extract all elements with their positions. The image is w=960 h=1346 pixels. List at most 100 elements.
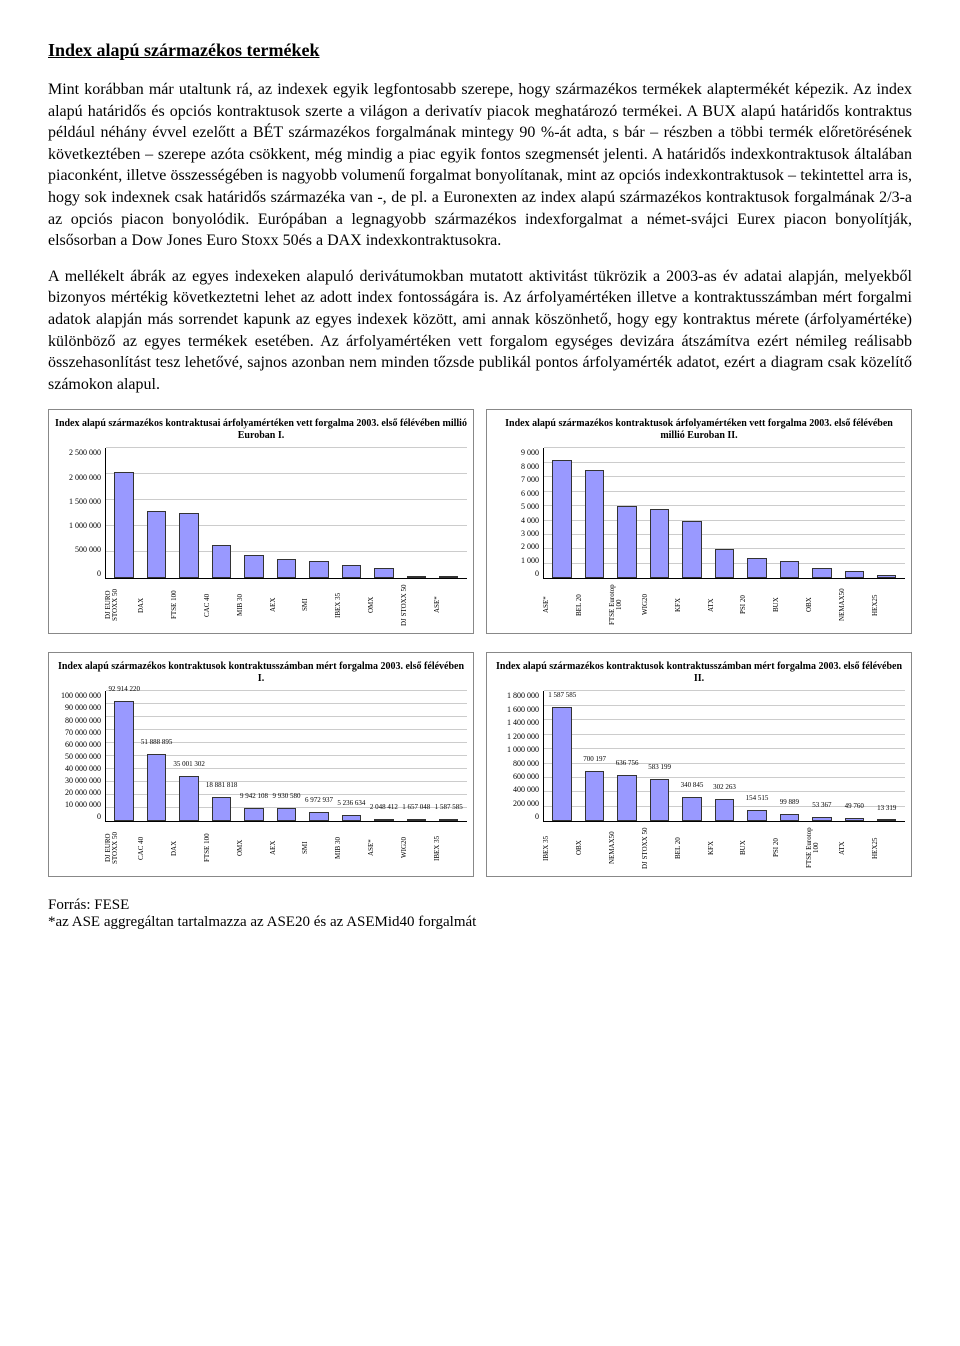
bar-column: 18 881 818 <box>205 691 237 821</box>
bar <box>552 707 571 822</box>
bar <box>617 506 636 578</box>
bar-value-label: 35 001 302 <box>173 760 205 768</box>
y-tick-label: 500 000 <box>55 545 101 554</box>
bar <box>309 561 328 578</box>
bar <box>780 561 799 578</box>
bar <box>147 511 166 579</box>
bar-value-label: 1 587 585 <box>435 803 463 811</box>
x-tick-label: ATX <box>708 581 741 629</box>
y-tick-label: 50 000 000 <box>55 752 101 761</box>
y-tick-label: 0 <box>55 569 101 578</box>
bar <box>650 779 669 821</box>
bar-value-label: 154 515 <box>746 794 769 802</box>
bar-value-label: 2 048 412 <box>370 803 398 811</box>
x-tick-label: IBEX 35 <box>434 824 467 872</box>
chart-1: Index alapú származékos kontraktusai árf… <box>48 409 474 634</box>
bar <box>877 819 896 821</box>
charts-row-1: Index alapú származékos kontraktusai árf… <box>48 409 912 634</box>
plot-area: 92 914 22051 888 89535 001 30218 881 818… <box>105 691 467 822</box>
y-tick-label: 1 600 000 <box>493 705 539 714</box>
bar-value-label: 6 972 937 <box>305 796 333 804</box>
bar-column <box>433 448 465 578</box>
bar-value-label: 700 197 <box>583 755 606 763</box>
chart-title: Index alapú származékos kontraktusok kon… <box>55 661 467 685</box>
bar-column <box>708 448 740 578</box>
bar-column: 9 942 108 <box>238 691 270 821</box>
bar-column <box>303 448 335 578</box>
bar-column <box>741 448 773 578</box>
bar-column: 636 756 <box>611 691 643 821</box>
y-tick-label: 8 000 <box>493 462 539 471</box>
bar-column: 1 657 048 <box>400 691 432 821</box>
y-tick-label: 10 000 000 <box>55 800 101 809</box>
bar-column: 700 197 <box>578 691 610 821</box>
y-tick-label: 0 <box>493 569 539 578</box>
x-tick-label: CAC 40 <box>204 581 237 629</box>
x-tick-label: DJ EURO STOXX 50 <box>105 824 138 872</box>
x-tick-label: DAX <box>138 581 171 629</box>
bar <box>179 513 198 578</box>
x-tick-label: AEX <box>270 824 303 872</box>
bar <box>244 555 263 578</box>
bar <box>374 819 393 822</box>
bar-column <box>806 448 838 578</box>
chart-title: Index alapú származékos kontraktusok kon… <box>493 661 905 685</box>
bar-column <box>238 448 270 578</box>
plot-area: 1 587 585700 197636 756583 199340 845302… <box>543 691 905 822</box>
bar-value-label: 1 657 048 <box>402 803 430 811</box>
paragraph-2: A mellékelt ábrák az egyes indexeken ala… <box>48 266 912 396</box>
bar <box>277 559 296 579</box>
bar-value-label: 583 199 <box>648 763 671 771</box>
bar-value-label: 51 888 895 <box>141 738 173 746</box>
bar-column: 9 930 580 <box>270 691 302 821</box>
x-tick-label: OBX <box>806 581 839 629</box>
bar-column <box>773 448 805 578</box>
y-tick-label: 1 800 000 <box>493 691 539 700</box>
x-tick-label: OMX <box>368 581 401 629</box>
bar-column <box>578 448 610 578</box>
y-tick-label: 4 000 <box>493 516 539 525</box>
x-tick-label: BEL 20 <box>576 581 609 629</box>
x-axis: ASE*BEL 20FTSE Eurotop 100WIG20KFXATXPSI… <box>543 581 905 629</box>
bar-column <box>611 448 643 578</box>
x-tick-label: ASE* <box>368 824 401 872</box>
bar-column: 13 319 <box>871 691 903 821</box>
bar-value-label: 5 236 634 <box>337 799 365 807</box>
x-tick-label: PSI 20 <box>773 824 806 872</box>
x-tick-label: DAX <box>171 824 204 872</box>
bar <box>309 812 328 821</box>
x-tick-label: BUX <box>740 824 773 872</box>
plot-area <box>105 448 467 579</box>
bar-value-label: 92 914 220 <box>108 685 140 693</box>
chart-title: Index alapú származékos kontraktusai árf… <box>55 418 467 442</box>
footer-note: *az ASE aggregáltan tartalmazza az ASE20… <box>48 914 912 931</box>
y-tick-label: 600 000 <box>493 772 539 781</box>
x-tick-label: HEX25 <box>872 824 905 872</box>
y-tick-label: 0 <box>55 812 101 821</box>
bar-column <box>108 448 140 578</box>
bars-container <box>106 448 467 578</box>
x-tick-label: FTSE 100 <box>204 824 237 872</box>
x-axis: DJ EURO STOXX 50DAXFTSE 100CAC 40MIB 30A… <box>105 581 467 629</box>
y-tick-label: 9 000 <box>493 448 539 457</box>
bar-column: 302 263 <box>708 691 740 821</box>
bar <box>780 814 799 821</box>
bar <box>407 576 426 578</box>
x-tick-label: BEL 20 <box>675 824 708 872</box>
x-tick-label: NEMAX50 <box>609 824 642 872</box>
bar-column: 35 001 302 <box>173 691 205 821</box>
bar <box>877 575 896 578</box>
bar-value-label: 340 845 <box>681 781 704 789</box>
bar-value-label: 9 930 580 <box>272 792 300 800</box>
x-axis: DJ EURO STOXX 50CAC 40DAXFTSE 100OMXAEXS… <box>105 824 467 872</box>
y-axis: 0200 000400 000600 000800 0001 000 0001 … <box>493 691 543 821</box>
x-axis: IBEX 35OBXNEMAX50DJ STOXX 50BEL 20KFXBUX… <box>543 824 905 872</box>
y-tick-label: 800 000 <box>493 759 539 768</box>
x-tick-label: FTSE Eurotop 100 <box>806 824 839 872</box>
y-tick-label: 2 500 000 <box>55 448 101 457</box>
bar <box>682 797 701 822</box>
bar-column: 2 048 412 <box>368 691 400 821</box>
bar-column: 154 515 <box>741 691 773 821</box>
x-tick-label: ATX <box>839 824 872 872</box>
bar-column <box>173 448 205 578</box>
